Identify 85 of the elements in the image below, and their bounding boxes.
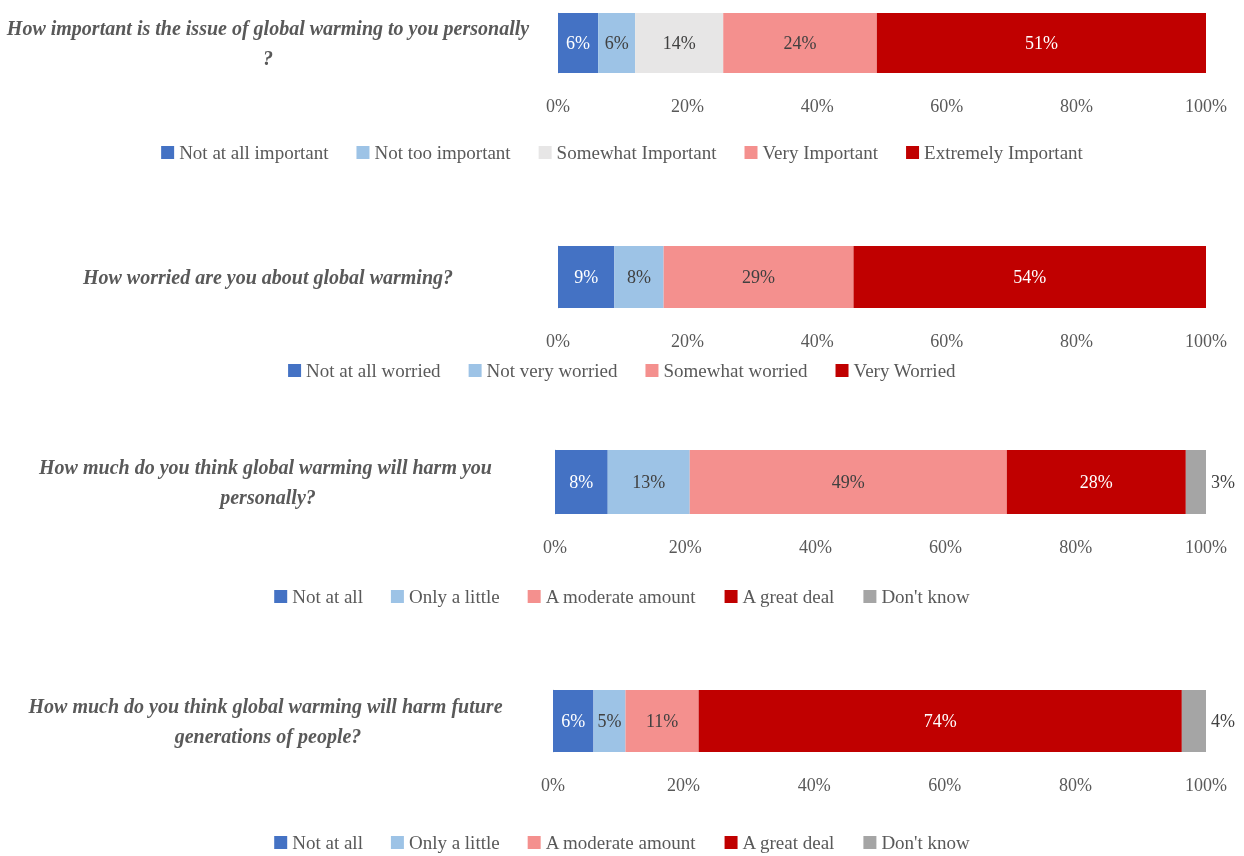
data-label: 28% — [1079, 472, 1113, 492]
legend-label: Only a little — [408, 832, 500, 853]
data-label: 6% — [566, 33, 591, 53]
bar — [625, 690, 699, 752]
bar — [853, 246, 1206, 308]
bar — [598, 13, 636, 73]
data-label: 4% — [1211, 711, 1235, 731]
data-label: 49% — [831, 472, 865, 492]
bar — [689, 450, 1007, 514]
x-tick-label: 100% — [1185, 537, 1227, 557]
x-tick-label: 40% — [800, 96, 834, 116]
bar — [558, 13, 599, 73]
x-tick-label: 20% — [671, 96, 705, 116]
legend-label: Extremely Important — [924, 142, 1084, 163]
data-label: 9% — [574, 267, 599, 287]
bar — [555, 450, 608, 514]
x-tick-label: 80% — [1059, 96, 1093, 116]
legend-label: Not too important — [374, 142, 512, 163]
bar — [635, 13, 724, 73]
legend-label: A great deal — [742, 832, 835, 853]
legend-label: Not at all important — [179, 142, 330, 163]
x-tick-label: 0% — [546, 96, 570, 116]
x-tick-label: 100% — [1185, 331, 1227, 351]
x-tick-label: 80% — [1059, 331, 1093, 351]
x-tick-label: 40% — [797, 775, 831, 795]
bar — [723, 13, 877, 73]
x-tick-label: 20% — [667, 775, 701, 795]
x-tick-label: 60% — [929, 537, 963, 557]
x-tick-label: 100% — [1185, 96, 1227, 116]
data-label: 6% — [604, 33, 629, 53]
y-tick-label: How much do you think global warming will harm future generations of people? — [27, 695, 508, 748]
bar — [614, 246, 664, 308]
x-tick-label: 0% — [543, 537, 567, 557]
x-tick-label: 20% — [668, 537, 702, 557]
legend-label: Very Important — [762, 142, 879, 163]
legend-label: Not very worried — [486, 360, 618, 381]
legend-label: Not at all worried — [306, 360, 442, 381]
bar — [607, 450, 690, 514]
bar — [1006, 450, 1186, 514]
data-label: 8% — [627, 267, 651, 287]
legend-label: A moderate amount — [545, 586, 697, 607]
y-tick-label: How worried are you about global warming? — [81, 266, 454, 289]
data-label: 11% — [645, 711, 679, 731]
bar — [663, 246, 854, 308]
legend-label: Don't know — [881, 586, 971, 607]
bar — [1181, 690, 1206, 752]
bar — [593, 690, 626, 752]
x-tick-label: 80% — [1059, 537, 1093, 557]
legend-label: Only a little — [408, 586, 500, 607]
data-label: 8% — [569, 472, 594, 492]
y-tick-label: How important is the issue of global warming to you personally? — [5, 17, 530, 69]
legend-label: Not at all — [292, 832, 363, 853]
x-tick-label: 60% — [930, 331, 964, 351]
data-label: 74% — [923, 711, 957, 731]
legend-label: A moderate amount — [545, 832, 697, 853]
data-label: 29% — [742, 267, 776, 287]
x-tick-label: 0% — [546, 331, 570, 351]
bar — [1185, 450, 1206, 514]
x-tick-label: 0% — [541, 775, 565, 795]
data-label: 51% — [1024, 33, 1058, 53]
bar — [553, 690, 594, 752]
bar — [876, 13, 1206, 73]
legend-label: Not at all — [292, 586, 363, 607]
legend-label: Very Worried — [853, 360, 957, 381]
y-tick-label: How much do you think global warming will harm you personally? — [38, 456, 497, 509]
x-tick-label: 60% — [928, 775, 962, 795]
bar — [698, 690, 1182, 752]
data-label: 24% — [783, 33, 817, 53]
bar — [558, 246, 615, 308]
legend-label: A great deal — [742, 586, 835, 607]
legend-label: Don't know — [881, 832, 971, 853]
x-tick-label: 60% — [930, 96, 964, 116]
legend-label: Somewhat Important — [556, 142, 718, 163]
data-label: 3% — [1211, 472, 1235, 492]
data-label: 54% — [1013, 267, 1047, 287]
x-tick-label: 100% — [1185, 775, 1227, 795]
data-label: 5% — [597, 711, 622, 731]
x-tick-label: 80% — [1058, 775, 1092, 795]
data-label: 13% — [632, 472, 666, 492]
legend-label: Somewhat worried — [663, 360, 809, 381]
data-label: 6% — [561, 711, 586, 731]
data-label: 14% — [662, 33, 696, 53]
x-tick-label: 40% — [798, 537, 832, 557]
x-tick-label: 20% — [671, 331, 705, 351]
x-tick-label: 40% — [800, 331, 834, 351]
